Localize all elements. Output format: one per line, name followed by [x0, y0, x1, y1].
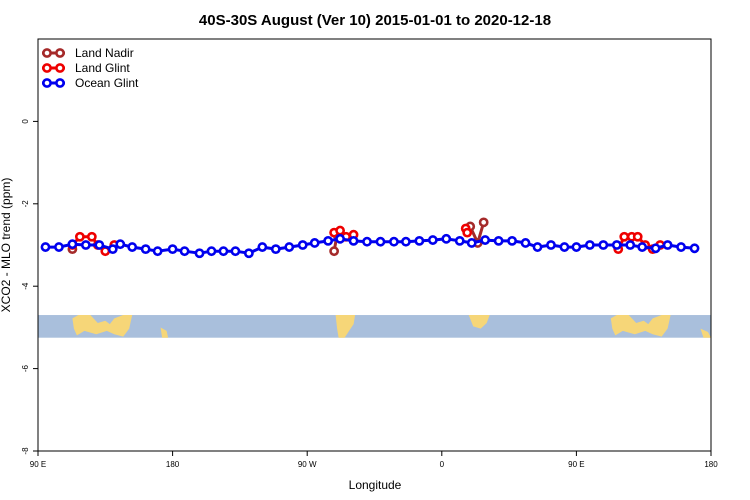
data-point: [584, 240, 595, 250]
data-point: [335, 225, 346, 236]
data-point: [80, 240, 91, 250]
legend-swatch-marker: [55, 63, 65, 73]
legend-swatch-marker: [42, 63, 52, 73]
series-layer: [40, 217, 700, 259]
data-point: [167, 244, 178, 255]
map-land-5: [700, 328, 711, 338]
data-point: [206, 246, 217, 257]
legend-label: Land Nadir: [75, 46, 134, 60]
x-tick-label: 90 W: [298, 460, 317, 469]
data-point: [329, 246, 340, 257]
y-tick-label: -2: [21, 200, 30, 208]
x-tick-label: 90 E: [568, 460, 584, 469]
data-point: [335, 233, 346, 244]
data-point: [611, 240, 622, 250]
data-point: [662, 240, 673, 250]
legend-swatch-marker: [55, 48, 65, 58]
y-tick-label: -6: [21, 364, 30, 372]
legend-swatch-marker: [42, 48, 52, 58]
data-point: [179, 246, 190, 257]
map-land-1: [160, 327, 169, 338]
data-point: [414, 235, 425, 246]
data-point: [40, 242, 51, 252]
data-point: [257, 242, 268, 252]
chart-title: 40S-30S August (Ver 10) 2015-01-01 to 20…: [199, 12, 551, 29]
data-point: [348, 235, 359, 246]
map-land-0: [72, 315, 133, 337]
data-point: [140, 244, 151, 255]
x-tick-label: 90 E: [30, 460, 46, 469]
data-point: [466, 238, 477, 248]
series-ocean-glint: [40, 233, 700, 259]
legend-swatch-marker: [42, 78, 52, 88]
y-tick-label: 0: [21, 119, 30, 124]
data-point: [297, 240, 308, 250]
data-point: [520, 238, 531, 248]
map-land-2: [335, 315, 356, 338]
data-point: [401, 236, 411, 247]
data-point: [650, 243, 661, 254]
legend-swatch-marker: [55, 78, 65, 88]
data-point: [54, 242, 64, 252]
data-point: [507, 235, 517, 246]
data-point: [309, 238, 320, 248]
y-axis-label: XCO2 - MLO trend (ppm): [0, 178, 13, 313]
data-point: [152, 246, 163, 257]
data-point: [67, 239, 78, 250]
map-band: [38, 315, 711, 338]
y-tick-label: -4: [21, 282, 30, 290]
data-point: [230, 246, 241, 257]
data-point: [637, 242, 648, 252]
data-point: [454, 235, 465, 246]
legend-label: Ocean Glint: [75, 76, 139, 90]
data-point: [478, 217, 489, 228]
x-tick-label: 180: [704, 460, 718, 469]
map-land-4: [610, 315, 671, 337]
legend-label: Land Glint: [75, 61, 130, 75]
data-point: [441, 233, 452, 244]
data-point: [94, 240, 105, 250]
x-axis-label: Longitude: [349, 478, 402, 492]
x-tick-label: 180: [166, 460, 180, 469]
data-point: [676, 242, 686, 252]
data-point: [218, 246, 229, 257]
data-point: [74, 231, 85, 242]
data-point: [625, 240, 636, 250]
data-point: [689, 243, 700, 254]
data-point: [546, 240, 556, 250]
data-point: [86, 231, 97, 242]
data-point: [243, 248, 254, 259]
data-point: [427, 235, 438, 245]
data-point: [493, 235, 504, 246]
data-point: [270, 244, 281, 255]
y-tick-label: -8: [21, 447, 30, 455]
plot-frame: [37, 38, 712, 452]
data-point: [598, 240, 609, 250]
data-point: [127, 242, 138, 252]
data-point: [619, 231, 630, 242]
data-point: [107, 244, 118, 255]
data-point: [480, 235, 491, 245]
data-point: [389, 236, 399, 247]
data-point: [559, 242, 570, 252]
axes: -8 -6 -4 -2 0 90 E 180 90 W 0 90 E 180: [21, 38, 718, 469]
data-point: [571, 242, 582, 252]
x-tick-label: 0: [440, 460, 445, 469]
data-point: [632, 231, 643, 242]
data-point: [194, 248, 205, 259]
data-point: [284, 242, 295, 252]
data-point: [532, 242, 543, 252]
data-point: [462, 227, 473, 238]
data-point: [362, 236, 372, 247]
map-ocean: [38, 315, 711, 338]
data-point: [375, 236, 386, 247]
data-point: [115, 239, 126, 250]
map-land-3: [468, 315, 490, 329]
data-point: [323, 235, 334, 246]
